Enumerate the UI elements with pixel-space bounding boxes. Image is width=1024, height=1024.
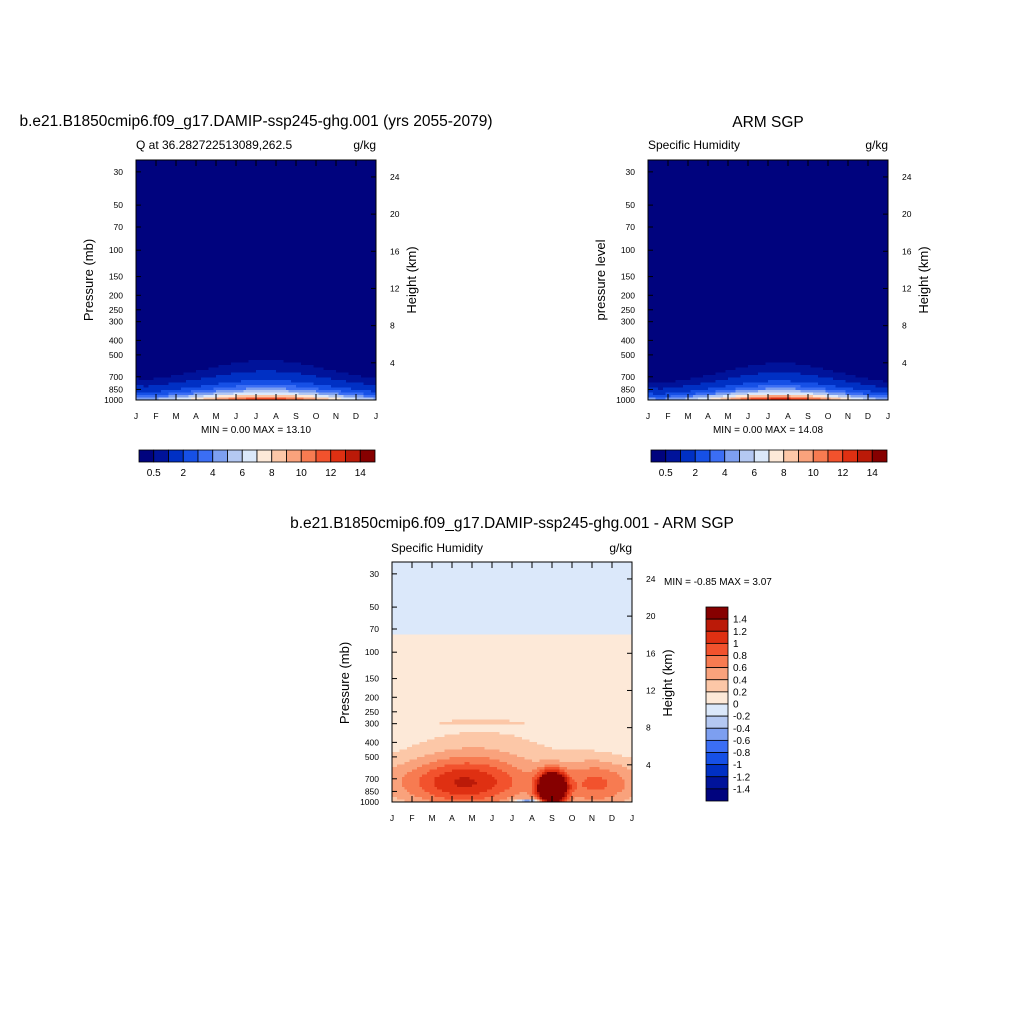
panel-model: b.e21.B1850cmip6.f09_g17.DAMIP-ssp245-gh… bbox=[19, 113, 492, 479]
panel1-left-label: Q at 36.282722513089,262.5 bbox=[136, 138, 292, 152]
panel1-plot: J F M A M J J A S O N D J305070100150200250300400500… bbox=[104, 160, 400, 421]
panel1-title: b.e21.B1850cmip6.f09_g17.DAMIP-ssp245-gh… bbox=[19, 113, 492, 130]
panel1-units: g/kg bbox=[353, 138, 376, 152]
